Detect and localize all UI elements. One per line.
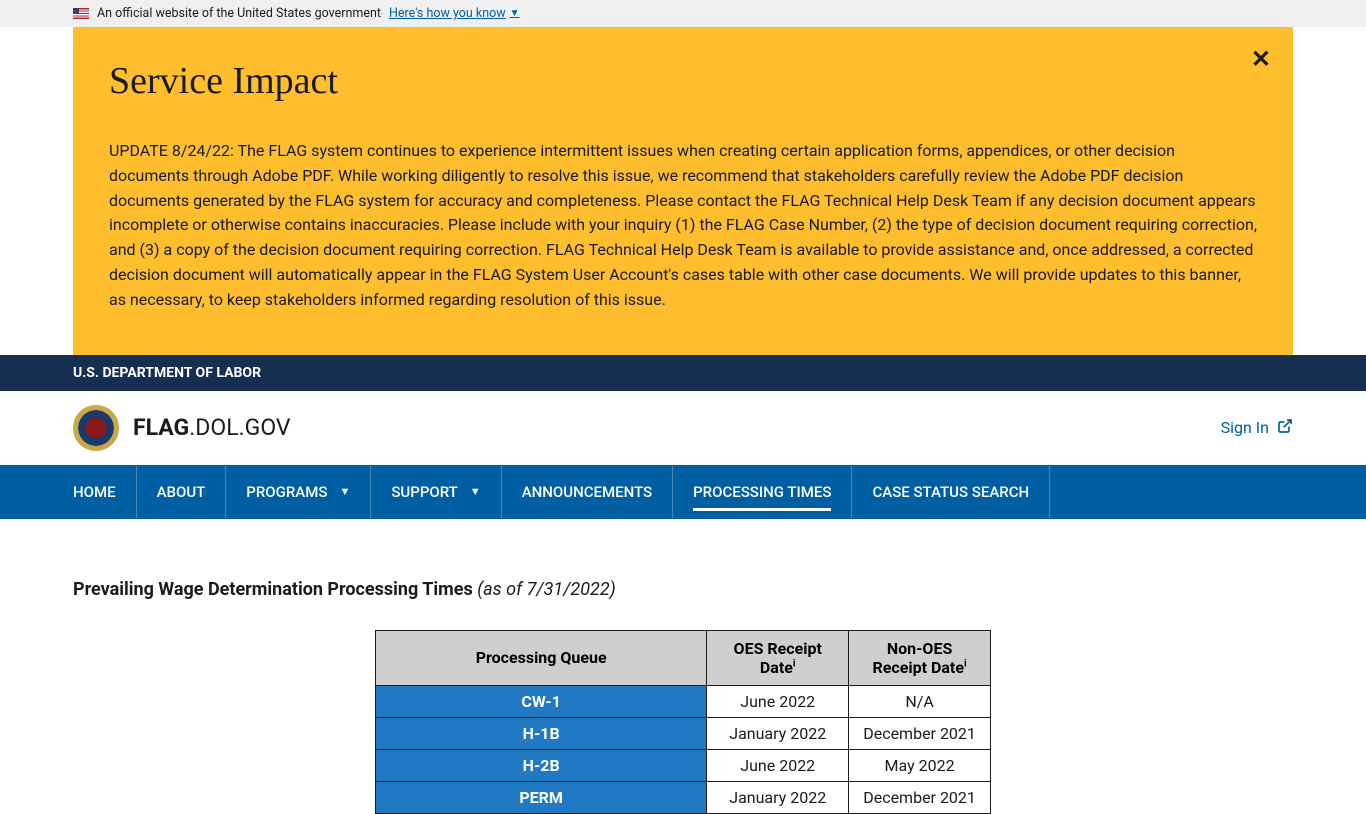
site-name: FLAG.DOL.GOV [133, 414, 291, 441]
us-flag-icon [73, 8, 89, 19]
alert-banner: ✕ Service Impact UPDATE 8/24/22: The FLA… [73, 27, 1293, 355]
dol-seal-icon [73, 405, 119, 451]
site-header: FLAG.DOL.GOV Sign In [0, 391, 1366, 465]
table-row: PERMJanuary 2022December 2021 [376, 781, 991, 813]
table-cell-category: PERM [376, 781, 707, 813]
nav-label: SUPPORT [391, 483, 457, 501]
table-header-oes: OES Receipt Datei [707, 630, 849, 685]
nav-item-home[interactable]: HOME [73, 465, 137, 519]
site-logo[interactable]: FLAG.DOL.GOV [73, 405, 291, 451]
nav-label: CASE STATUS SEARCH [872, 483, 1029, 501]
site-name-rest: .DOL.GOV [189, 414, 290, 441]
nav-label: HOME [73, 483, 116, 501]
table-header-queue: Processing Queue [376, 630, 707, 685]
close-icon[interactable]: ✕ [1251, 45, 1271, 73]
table-header-non-oes-sup: i [964, 658, 967, 669]
department-label: U.S. DEPARTMENT OF LABOR [73, 365, 1293, 381]
gov-banner-text: An official website of the United States… [97, 6, 381, 21]
nav-label: ABOUT [157, 483, 206, 501]
table-cell-category: H-2B [376, 749, 707, 781]
table-row: H-1BJanuary 2022December 2021 [376, 717, 991, 749]
page-content: Prevailing Wage Determination Processing… [73, 519, 1293, 814]
table-header-oes-text: OES Receipt Date [734, 639, 822, 677]
nav-item-processing-times[interactable]: PROCESSING TIMES [673, 465, 852, 519]
table-cell-non-oes: May 2022 [849, 749, 991, 781]
table-cell-category: H-1B [376, 717, 707, 749]
nav-item-announcements[interactable]: ANNOUNCEMENTS [502, 465, 673, 519]
sign-in-link[interactable]: Sign In [1221, 418, 1293, 438]
nav-item-support[interactable]: SUPPORT ▼ [371, 465, 501, 519]
chevron-down-icon: ▼ [470, 485, 481, 498]
table-header-oes-sup: i [793, 658, 796, 669]
processing-times-table: Processing Queue OES Receipt Datei Non-O… [375, 630, 991, 814]
page-heading-bold: Prevailing Wage Determination Processing… [73, 579, 473, 600]
page-heading-italic: (as of 7/31/2022) [477, 579, 616, 600]
sign-in-label: Sign In [1221, 418, 1269, 437]
gov-banner-link-text: Here's how you know [389, 6, 506, 21]
nav-label: PROCESSING TIMES [693, 483, 831, 501]
table-row: H-2BJune 2022May 2022 [376, 749, 991, 781]
gov-banner-link[interactable]: Here's how you know ▼ [389, 6, 520, 21]
nav-item-case-status-search[interactable]: CASE STATUS SEARCH [852, 465, 1050, 519]
table-cell-oes: June 2022 [707, 685, 849, 717]
page-heading: Prevailing Wage Determination Processing… [73, 579, 1293, 600]
alert-title: Service Impact [109, 59, 1257, 103]
table-cell-oes: June 2022 [707, 749, 849, 781]
site-name-bold: FLAG [133, 414, 189, 441]
chevron-down-icon: ▼ [510, 8, 520, 19]
table-header-non-oes: Non-OES Receipt Datei [849, 630, 991, 685]
table-cell-oes: January 2022 [707, 781, 849, 813]
chevron-down-icon: ▼ [339, 485, 350, 498]
table-cell-non-oes: December 2021 [849, 781, 991, 813]
department-bar: U.S. DEPARTMENT OF LABOR [0, 355, 1366, 391]
table-cell-category: CW-1 [376, 685, 707, 717]
external-link-icon [1277, 418, 1293, 438]
nav-item-programs[interactable]: PROGRAMS ▼ [226, 465, 371, 519]
nav-item-about[interactable]: ABOUT [137, 465, 227, 519]
table-cell-non-oes: N/A [849, 685, 991, 717]
table-cell-non-oes: December 2021 [849, 717, 991, 749]
table-row: CW-1June 2022N/A [376, 685, 991, 717]
nav-label: ANNOUNCEMENTS [522, 483, 652, 501]
alert-body: UPDATE 8/24/22: The FLAG system continue… [109, 139, 1257, 313]
gov-banner: An official website of the United States… [0, 0, 1366, 27]
nav-label: PROGRAMS [246, 483, 327, 501]
table-cell-oes: January 2022 [707, 717, 849, 749]
table-header-non-oes-text: Non-OES Receipt Date [872, 639, 964, 677]
main-nav: HOME ABOUT PROGRAMS ▼ SUPPORT ▼ ANNOUNCEMENTS P… [0, 465, 1366, 519]
